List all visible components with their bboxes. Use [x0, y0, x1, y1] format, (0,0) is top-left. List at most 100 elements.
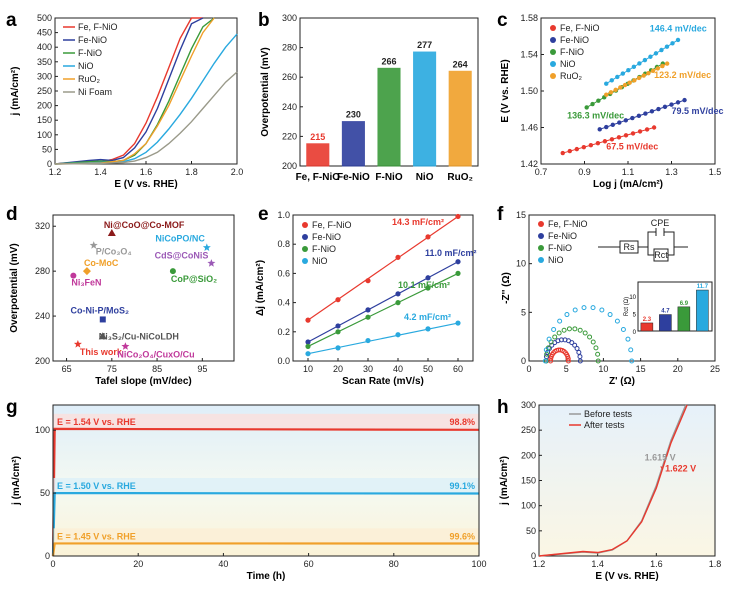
inset-bar	[640, 322, 654, 332]
potential-label: E = 1.54 V vs. RHE	[57, 417, 136, 427]
y-tick-label: 50	[526, 526, 536, 536]
point-label: CdS@CoNiS	[155, 250, 209, 260]
slope-label: 79.5 mV/dec	[672, 106, 724, 116]
legend-label: Fe, F-NiO	[548, 219, 588, 229]
y-tick-label: 260	[282, 72, 297, 82]
inset-bar	[696, 289, 709, 332]
x-tick-label: 30	[363, 364, 373, 374]
inset-y-tick: 10	[629, 295, 636, 301]
data-point	[395, 254, 401, 260]
y-tick-label: 1.54	[520, 50, 538, 60]
point-label: Ni@CoO@Co-MOF	[104, 220, 185, 230]
fit-line	[562, 127, 655, 154]
y-tick-label: 1.46	[520, 123, 538, 133]
bar	[306, 143, 330, 167]
legend-label: Fe-NiO	[548, 231, 577, 241]
legend-marker	[550, 49, 556, 55]
data-point	[620, 326, 626, 332]
y-tick-label: 100	[37, 130, 52, 140]
legend-label: F-NiO	[560, 47, 584, 57]
data-point	[542, 358, 548, 364]
data-point	[577, 354, 583, 360]
legend-label: RuO₂	[78, 74, 101, 84]
data-point	[590, 305, 596, 311]
bar-value-label: 215	[310, 132, 325, 142]
y-tick-label: 220	[282, 131, 297, 141]
x-tick-label: 0.7	[535, 167, 548, 177]
x-tick-label: 0.9	[578, 167, 591, 177]
x-tick-label: 1.3	[665, 167, 678, 177]
data-point	[548, 356, 554, 362]
data-point	[455, 213, 461, 220]
panel-d-comparison-chart: 200 240 280 320 65 75 85 95 Tafel slope (mV/dec)…	[9, 214, 235, 387]
y-tick-label: 300	[282, 13, 297, 23]
series-line	[54, 17, 204, 165]
x-tick-label: 2.0	[231, 167, 244, 177]
y-tick-label: 240	[282, 102, 297, 112]
potential-label: E = 1.50 V vs. RHE	[57, 481, 136, 491]
data-point	[614, 318, 620, 324]
bar-value-label: 264	[453, 59, 468, 69]
x-axis-label: Time (h)	[247, 571, 286, 582]
bar-value-label: 230	[346, 110, 361, 120]
y-tick-label: 1.58	[520, 13, 538, 23]
data-point	[572, 326, 578, 332]
panel-label-e: e	[258, 204, 269, 225]
point-label: Co-Ni-P/MoS₂	[71, 305, 130, 315]
y-tick-label: 200	[521, 450, 536, 460]
x-tick-label: 40	[218, 559, 228, 569]
x-tick-label: 20	[673, 364, 683, 374]
legend-label: NiO	[548, 255, 564, 265]
data-point	[455, 259, 461, 265]
y-tick-label: 0	[531, 551, 536, 561]
data-point	[557, 318, 563, 324]
y-tick-label: 250	[37, 86, 52, 96]
data-point	[595, 351, 601, 357]
x-axis-label: Scan Rate (mV/s)	[342, 376, 424, 387]
panel-e-capacitance-chart: 0.0 0.2 0.4 0.6 0.8 1.0 10 20 30 40 50 60 Scan Rate …	[255, 210, 477, 387]
y-tick-label: 1.0	[277, 210, 290, 220]
panel-a-lsv-chart: 0 50 100 150 200 250 300 350 400 450 500 1.2 1.4 1.6 1…	[10, 13, 243, 190]
data-point	[549, 342, 555, 348]
y-tick-label: 100	[521, 501, 536, 511]
data-point	[455, 270, 461, 276]
data-point	[202, 243, 211, 251]
data-point	[599, 307, 605, 313]
y-tick-label: 0	[521, 356, 526, 366]
legend-label: NiO	[78, 61, 94, 71]
x-tick-label: 1.4	[591, 559, 604, 569]
data-point	[572, 307, 578, 313]
y-axis-label: Overpotential (mV)	[9, 243, 20, 332]
bar	[448, 70, 472, 167]
inset-bar-label: 11.7	[697, 284, 709, 290]
y-tick-label: 500	[37, 13, 52, 23]
y-tick-label: 300	[521, 400, 536, 410]
point-label: Ni₃S₂/Cu-NiCoLDH	[99, 331, 179, 341]
series-line	[51, 542, 480, 557]
data-point	[574, 345, 580, 351]
data-point	[556, 330, 562, 336]
y-tick-label: 200	[282, 161, 297, 171]
x-tick-label: 1.6	[650, 559, 663, 569]
data-point	[581, 305, 587, 311]
legend-marker	[302, 258, 308, 264]
data-point	[169, 268, 176, 275]
data-point	[395, 300, 401, 306]
legend-label: After tests	[584, 420, 625, 430]
x-axis-label: Log j (mA/cm²)	[593, 179, 663, 190]
point-label: Ni₃FeN	[71, 278, 101, 288]
plot-frame	[52, 404, 480, 557]
circuit-cpe-label: CPE	[651, 218, 670, 228]
x-axis-label: E (V vs. RHE)	[114, 179, 177, 190]
fit-line	[307, 215, 459, 321]
fit-line	[307, 322, 459, 355]
data-point	[425, 234, 431, 240]
capacitance-label: 11.0 mF/cm²	[425, 248, 477, 258]
plot-frame	[292, 214, 474, 362]
x-tick-label: 60	[304, 559, 314, 569]
legend-marker	[538, 245, 544, 251]
y-tick-label: 450	[37, 28, 52, 38]
legend-label: F-NiO	[312, 244, 336, 254]
x-tick-label: 1.8	[709, 559, 722, 569]
data-point	[572, 342, 578, 348]
